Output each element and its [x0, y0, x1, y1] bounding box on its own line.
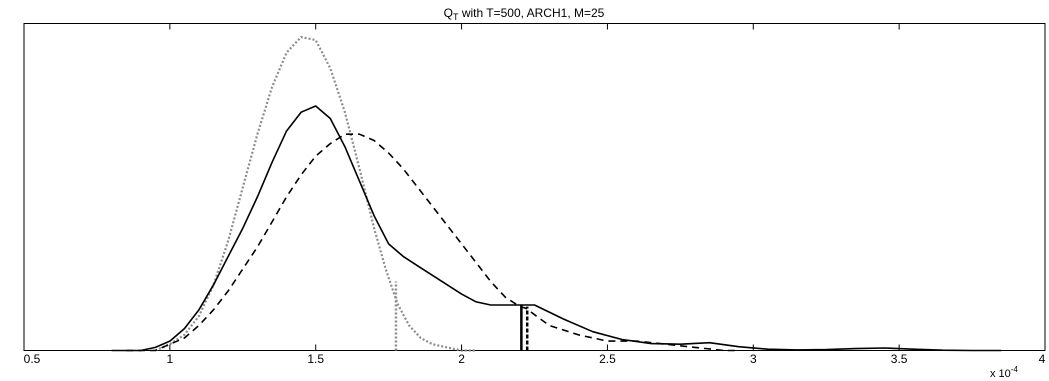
title-prefix: Q	[444, 6, 453, 20]
x-tick-label: 3.5	[891, 352, 908, 366]
x-tick-label: 0.5	[24, 352, 41, 366]
title-subscript: T	[453, 12, 459, 22]
chart-title: QT with T=500, ARCH1, M=25	[444, 6, 605, 22]
x-tick-label: 2	[458, 352, 465, 366]
plot-frame	[23, 23, 1046, 351]
series-layer	[111, 35, 1002, 352]
x-scale-label: x 10-4	[990, 365, 1018, 380]
series-dashed-line	[126, 133, 739, 352]
x-scale-exponent: -4	[1011, 365, 1019, 374]
x-scale-base: x 10	[990, 368, 1011, 380]
x-tick-label: 3	[750, 352, 757, 366]
x-tick-label: 1	[167, 352, 174, 366]
x-tick-label: 1.5	[307, 352, 324, 366]
x-tick-label: 4	[1039, 352, 1046, 366]
svg-text:QT with T=500, ARCH1, M=25: QT with T=500, ARCH1, M=25	[444, 6, 605, 22]
series-solid-line	[111, 105, 1002, 352]
x-tick-label: 2.5	[599, 352, 616, 366]
x-axis-ticks: 0.5 1 1.5 2 2.5 3 3.5 4	[23, 23, 1046, 366]
svg-text:x 10-4: x 10-4	[990, 365, 1018, 380]
title-suffix: with T=500, ARCH1, M=25	[458, 6, 604, 20]
